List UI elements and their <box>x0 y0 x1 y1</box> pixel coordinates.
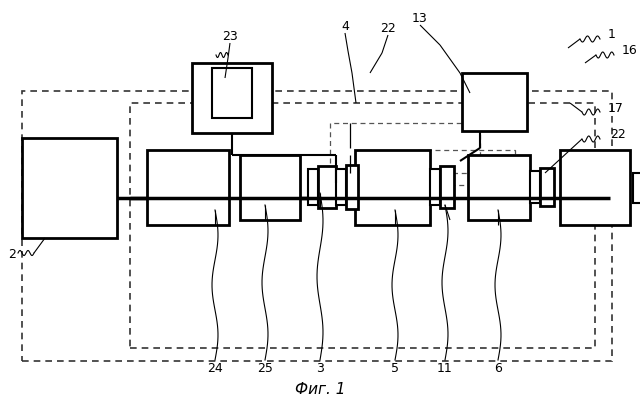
Text: 17: 17 <box>608 102 624 114</box>
Text: Фиг. 1: Фиг. 1 <box>295 382 345 397</box>
Text: 1: 1 <box>608 29 616 42</box>
Text: 6: 6 <box>494 361 502 374</box>
Bar <box>318 166 336 208</box>
Text: 13: 13 <box>412 12 428 25</box>
Bar <box>462 73 527 131</box>
Bar <box>336 169 346 205</box>
Text: 4: 4 <box>341 21 349 33</box>
Bar <box>468 155 530 220</box>
Text: 5: 5 <box>391 361 399 374</box>
Bar <box>240 155 300 220</box>
Bar <box>130 103 595 348</box>
Bar <box>22 91 612 361</box>
Bar <box>346 165 358 209</box>
Text: 22: 22 <box>610 129 626 141</box>
Bar <box>430 169 440 205</box>
Bar <box>330 123 480 173</box>
Bar <box>212 68 252 118</box>
Text: 25: 25 <box>257 361 273 374</box>
Bar <box>633 173 640 203</box>
Text: 22: 22 <box>380 23 396 35</box>
Bar <box>355 150 430 225</box>
Bar <box>22 138 117 238</box>
Text: 11: 11 <box>437 361 453 374</box>
Bar <box>540 168 554 206</box>
Bar <box>147 150 229 225</box>
Bar <box>560 150 630 225</box>
Bar <box>308 169 318 205</box>
Bar <box>415 150 515 185</box>
Text: 24: 24 <box>207 361 223 374</box>
Text: 16: 16 <box>622 44 637 58</box>
Bar <box>530 171 540 203</box>
Bar <box>440 166 454 208</box>
Text: 3: 3 <box>316 361 324 374</box>
Bar <box>192 63 272 133</box>
Text: 23: 23 <box>222 31 238 44</box>
Text: 2: 2 <box>8 249 16 262</box>
